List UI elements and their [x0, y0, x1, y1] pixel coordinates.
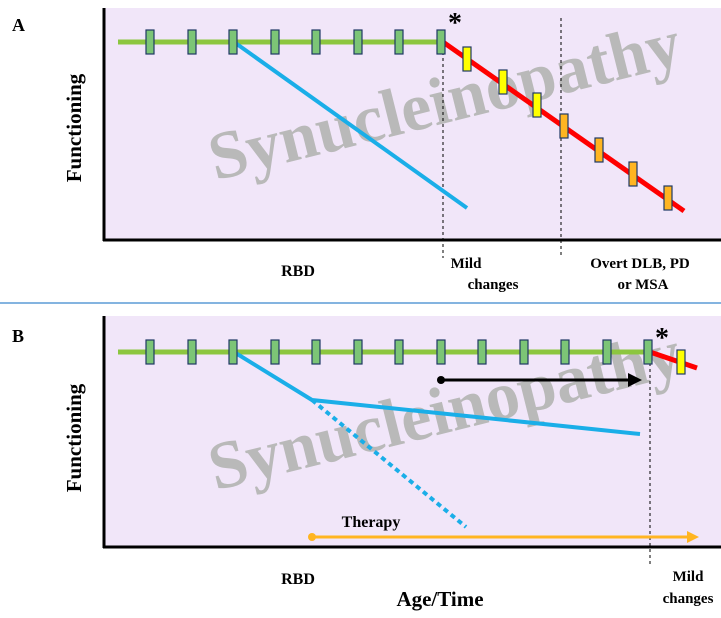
panel-a-marker-green: [145, 29, 155, 55]
panel-a: A Functioning Synucleinopathy: [12, 4, 721, 293]
panel-b: B Functioning Synucleinopathy Therapy: [12, 314, 721, 611]
panel-a-marker-orange: [559, 113, 569, 139]
panel-a-marker-orange: [663, 185, 673, 211]
panel-a-background: [105, 8, 721, 240]
panel-a-marker-green: [311, 29, 321, 55]
panel-b-marker-green: [519, 339, 529, 365]
panel-a-marker-orange: [594, 137, 604, 163]
panel-b-stage-mild-line2: changes: [663, 591, 714, 607]
panel-b-markers: [145, 339, 686, 375]
panel-b-therapy-arrowhead: [687, 531, 699, 543]
panel-b-letter: B: [12, 326, 24, 346]
panel-b-untreated-dashed-line: [310, 398, 468, 529]
panel-b-marker-green: [643, 339, 653, 365]
panel-a-stage-overt-line2: or MSA: [618, 277, 669, 293]
panel-a-stage-overt-line1: Overt DLB, PD: [590, 256, 690, 272]
panel-a-markers: [145, 29, 673, 211]
panel-b-decline-line: [649, 349, 698, 371]
panel-b-x-label: Age/Time: [396, 587, 483, 611]
panel-b-marker-yellow: [676, 349, 686, 375]
panel-a-stage-rbd: RBD: [281, 263, 315, 280]
panel-a-stage-mild-line2: changes: [468, 277, 519, 293]
panel-a-y-label: Functioning: [62, 73, 86, 182]
panel-b-marker-green: [602, 339, 612, 365]
panel-b-stage-rbd: RBD: [281, 571, 315, 588]
panel-a-marker-green: [436, 29, 446, 55]
panel-a-marker-yellow: [498, 69, 508, 95]
panel-a-marker-orange: [628, 161, 638, 187]
panel-b-therapy-label: Therapy: [342, 514, 401, 531]
panel-b-marker-green: [477, 339, 487, 365]
panel-a-asterisk: *: [448, 8, 462, 39]
panel-a-stage-mild-line1: Mild: [451, 256, 482, 272]
panel-b-marker-green: [228, 339, 238, 365]
panel-a-marker-green: [394, 29, 404, 55]
panel-a-letter: A: [12, 15, 25, 35]
panel-b-asterisk: *: [655, 323, 669, 354]
panel-a-rbd-decline-line: [232, 40, 469, 210]
panel-a-marker-yellow: [532, 92, 542, 118]
panel-a-marker-green: [353, 29, 363, 55]
panel-b-marker-green: [145, 339, 155, 365]
panel-b-marker-green: [353, 339, 363, 365]
panel-b-delay-arrowhead: [628, 373, 642, 387]
panel-a-marker-yellow: [462, 46, 472, 72]
panel-b-stage-mild-line1: Mild: [673, 569, 704, 585]
panel-b-marker-green: [311, 339, 321, 365]
panel-b-marker-green: [560, 339, 570, 365]
panel-b-marker-green: [436, 339, 446, 365]
panel-b-marker-green: [394, 339, 404, 365]
panel-a-marker-green: [270, 29, 280, 55]
panel-a-marker-green: [187, 29, 197, 55]
panel-b-y-label: Functioning: [62, 383, 86, 492]
panel-b-marker-green: [270, 339, 280, 365]
panel-a-marker-green: [228, 29, 238, 55]
panel-b-marker-green: [187, 339, 197, 365]
